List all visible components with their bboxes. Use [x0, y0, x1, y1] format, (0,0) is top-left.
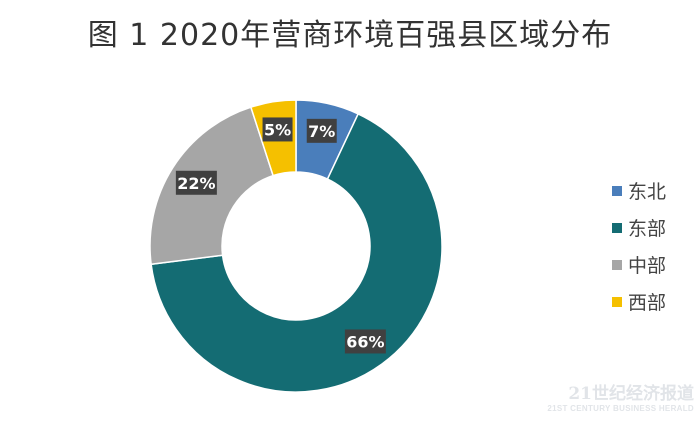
watermark: 21世纪经济报道 21ST CENTURY BUSINESS HERALD — [508, 384, 694, 413]
legend-item-东部: 东部 — [612, 209, 666, 246]
svg-text:22%: 22% — [177, 174, 215, 193]
data-label-东部: 66% — [344, 329, 386, 354]
slices-group — [149, 99, 443, 393]
legend: 东北 东部 中部 西部 — [612, 172, 666, 320]
data-label-东北: 7% — [306, 118, 337, 143]
legend-label: 西部 — [628, 292, 667, 314]
legend-label: 东北 — [628, 181, 667, 203]
svg-text:7%: 7% — [308, 122, 335, 141]
legend-swatch — [612, 185, 622, 196]
svg-text:66%: 66% — [346, 332, 384, 351]
legend-item-西部: 西部 — [612, 283, 666, 320]
svg-text:5%: 5% — [264, 120, 291, 139]
legend-label: 东部 — [628, 218, 667, 240]
legend-label: 中部 — [628, 255, 667, 277]
legend-swatch — [612, 259, 622, 270]
data-label-中部: 22% — [175, 170, 217, 195]
chart-title: 图 1 2020年营商环境百强县区域分布 — [87, 18, 613, 53]
watermark-title: 21世纪经济报道 — [568, 384, 694, 404]
legend-item-东北: 东北 — [612, 172, 666, 209]
legend-swatch — [612, 296, 622, 307]
data-label-西部: 5% — [262, 117, 293, 142]
watermark-subtitle: 21ST CENTURY BUSINESS HERALD — [547, 404, 694, 413]
slice-东部 — [150, 112, 443, 393]
legend-swatch — [612, 222, 622, 233]
data-labels-group: 7% 66% 22% 5% — [175, 117, 386, 354]
legend-item-中部: 中部 — [612, 246, 666, 283]
